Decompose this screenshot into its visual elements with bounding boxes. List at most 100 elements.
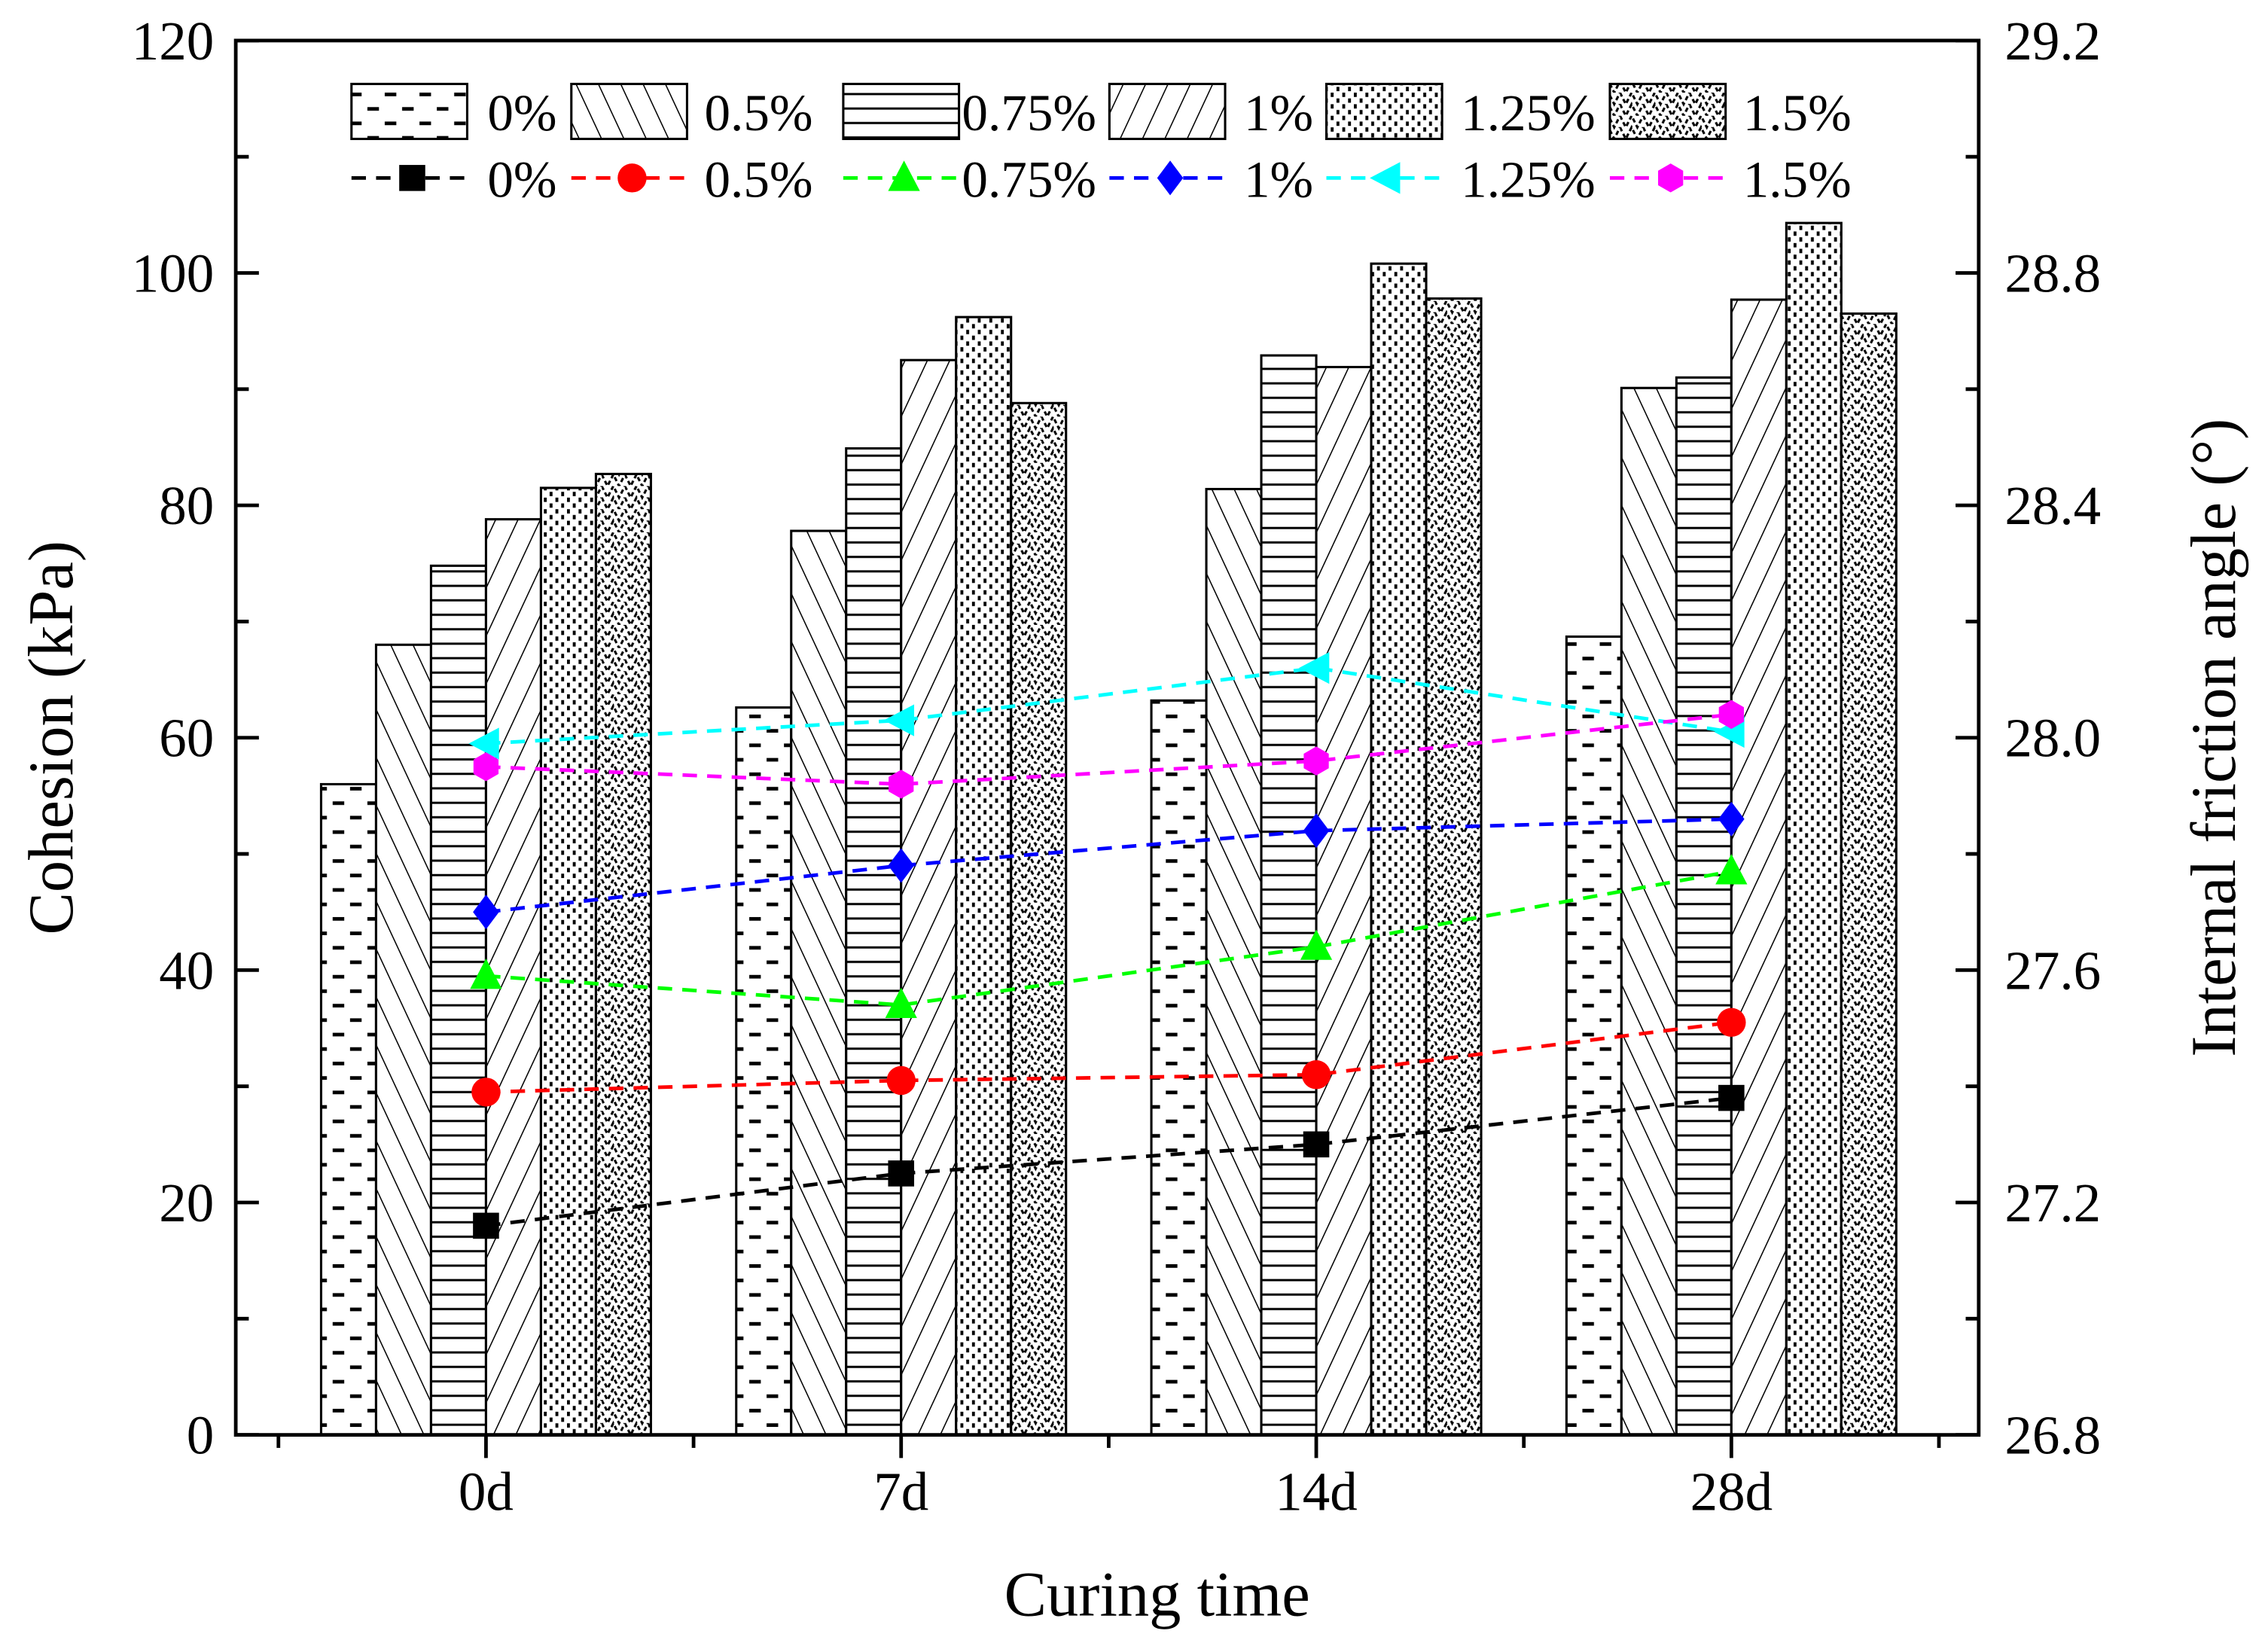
bar-1.5%-14d xyxy=(1425,297,1483,1437)
marker-triangle-left xyxy=(1298,652,1330,684)
line-series-1.5% xyxy=(486,712,1732,786)
y-axis-label: Cohesion (kPa) xyxy=(17,541,87,934)
legend-label-line: 0.75% xyxy=(962,150,1096,208)
legend-label-bar: 1.25% xyxy=(1461,84,1596,142)
bar-0.75%-28d xyxy=(1675,376,1733,1437)
legend-swatch-bar-0.75% xyxy=(842,82,961,141)
marker-circle xyxy=(471,1077,501,1107)
bar-0.5%-14d xyxy=(1205,487,1263,1437)
marker-triangle-up xyxy=(1300,929,1333,960)
legend-swatch-bar-0.5% xyxy=(570,82,688,141)
legend-label-bar: 1% xyxy=(1244,84,1313,142)
bar-0%-7d xyxy=(735,706,793,1437)
y-tick-label: 20 xyxy=(159,1172,214,1233)
marker-square xyxy=(473,1212,499,1239)
legend-swatch-bar-1.25% xyxy=(1325,82,1443,141)
bar-1.25%-0d xyxy=(539,486,597,1437)
y2-tick-label: 26.8 xyxy=(2004,1405,2101,1466)
bar-1%-28d xyxy=(1730,298,1788,1437)
bar-1%-7d xyxy=(900,358,958,1437)
marker-diamond xyxy=(888,848,915,883)
y-tick-label: 120 xyxy=(132,11,214,72)
marker-hexagon xyxy=(1718,700,1744,730)
bars-layer xyxy=(319,221,1898,1437)
y-tick-label: 100 xyxy=(132,242,214,303)
bar-1.5%-28d xyxy=(1840,312,1898,1437)
marker-square xyxy=(1303,1131,1330,1158)
bar-1.5%-7d xyxy=(1010,401,1068,1437)
bar-1%-14d xyxy=(1315,365,1373,1437)
marker-diamond xyxy=(1303,813,1330,849)
legend-label-bar: 0.75% xyxy=(962,84,1096,142)
marker-diamond xyxy=(1157,160,1184,196)
y2-tick-label: 29.2 xyxy=(2004,11,2101,72)
marker-square xyxy=(1718,1084,1745,1111)
x-tick-label: 14d xyxy=(1275,1462,1357,1523)
marker-circle xyxy=(1717,1007,1746,1038)
y-tick-label: 0 xyxy=(187,1405,215,1466)
marker-triangle-left xyxy=(468,727,499,760)
marker-circle xyxy=(886,1065,916,1096)
bar-1.25%-28d xyxy=(1785,221,1843,1437)
bar-0.5%-28d xyxy=(1620,386,1678,1437)
y2-tick-label: 27.2 xyxy=(2004,1172,2101,1233)
marker-triangle-up xyxy=(1715,854,1748,885)
marker-triangle-left xyxy=(1370,162,1401,194)
marker-triangle-up xyxy=(888,160,920,191)
legend-swatch-bar-0% xyxy=(350,82,468,141)
line-series-1.25% xyxy=(486,666,1732,745)
y-tick-label: 60 xyxy=(159,708,214,769)
marker-triangle-up xyxy=(470,959,502,989)
marker-square xyxy=(888,1160,915,1187)
marker-circle xyxy=(1301,1060,1331,1090)
x-tick-label: 28d xyxy=(1690,1462,1773,1523)
marker-circle xyxy=(617,163,647,193)
legend-swatch-bar-1% xyxy=(1108,82,1227,141)
bar-1.5%-0d xyxy=(594,472,652,1437)
marker-triangle-up xyxy=(885,987,917,1018)
legend-label-line: 1.5% xyxy=(1743,150,1852,208)
y-tick-label: 40 xyxy=(159,940,214,1001)
x-tick-label: 0d xyxy=(459,1462,514,1523)
marker-hexagon xyxy=(1303,746,1329,776)
bar-0.5%-0d xyxy=(374,643,432,1437)
y2-tick-label: 28.0 xyxy=(2004,708,2101,769)
legend-label-line: 1% xyxy=(1244,150,1313,208)
line-series-0% xyxy=(486,1096,1732,1228)
y2-tick-label: 27.6 xyxy=(2004,940,2101,1001)
legend-label-bar: 1.5% xyxy=(1743,84,1852,142)
bar-1.25%-7d xyxy=(955,315,1013,1437)
y2-tick-label: 28.8 xyxy=(2004,242,2101,303)
bar-0%-0d xyxy=(319,782,377,1437)
marker-hexagon xyxy=(1658,163,1684,193)
bar-0%-28d xyxy=(1565,635,1623,1437)
bar-0.75%-14d xyxy=(1260,354,1318,1437)
legend-label-line: 0.5% xyxy=(704,150,812,208)
axes-layer: 0 20 40 60 80 100 120 26.8 27.2 27.6 28.0 28.4 28.8 2… xyxy=(132,11,2101,1523)
marker-triangle-left xyxy=(883,704,915,736)
lines-layer xyxy=(468,652,1748,1239)
x-axis-label: Curing time xyxy=(1004,1560,1310,1630)
bar-0%-14d xyxy=(1150,699,1208,1437)
y-tick-label: 80 xyxy=(159,475,214,536)
legend-label-line: 0% xyxy=(487,150,556,208)
x-tick-label: 7d xyxy=(873,1462,928,1523)
marker-hexagon xyxy=(473,752,499,782)
marker-hexagon xyxy=(889,770,914,799)
bar-0.75%-0d xyxy=(429,564,487,1437)
legend: 0% 0.5% 0.75% 1% 1.25% 1.5% 0% 0.5% 0.75% 1% 1.25%… xyxy=(350,82,1852,208)
line-series-0.5% xyxy=(486,1020,1732,1094)
y2-tick-label: 28.4 xyxy=(2004,475,2101,536)
bar-0.75%-7d xyxy=(845,447,903,1437)
marker-diamond xyxy=(1718,801,1745,837)
legend-swatch-bar-1.5% xyxy=(1608,82,1727,141)
line-series-1% xyxy=(486,817,1732,914)
legend-label-bar: 0.5% xyxy=(704,84,812,142)
y2-axis-label: Internal friction angle (°) xyxy=(2179,419,2249,1057)
bar-1.25%-14d xyxy=(1370,262,1428,1437)
legend-label-bar: 0% xyxy=(487,84,556,142)
marker-square xyxy=(399,165,425,191)
line-series-0.75% xyxy=(486,869,1732,1007)
bar-0.5%-7d xyxy=(790,529,848,1437)
